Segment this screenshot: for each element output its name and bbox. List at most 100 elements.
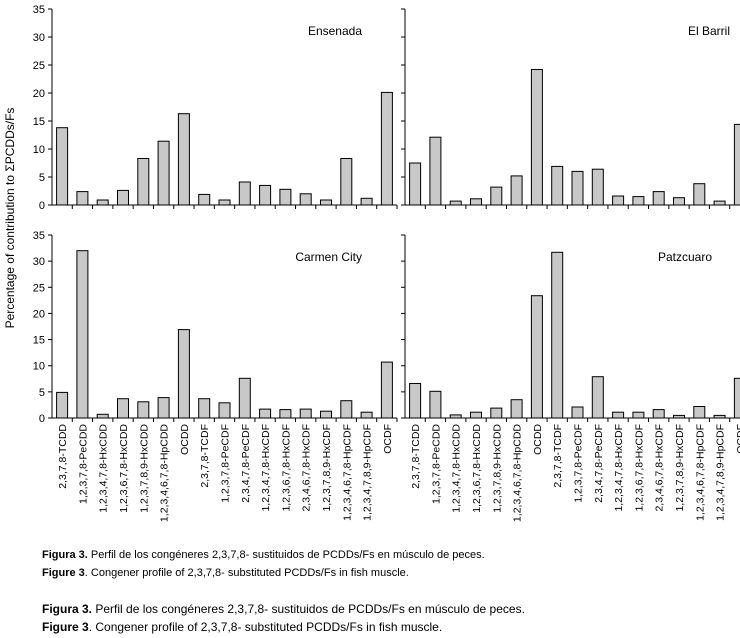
bar — [157, 140, 170, 206]
y-axis-label: Percentage of contribution to ΣPCDDs/Fs — [3, 108, 17, 329]
caption-es-1-text: Perfil de los congéneres 2,3,7,8- sustit… — [87, 549, 485, 561]
x-tick-label: 1,2,3,7,8,9-HxCDD — [138, 424, 150, 513]
x-tick-label: 1,2,3,4,7,8,9-HpCDF — [715, 424, 727, 521]
caption-es-1-label: Figura 3. — [42, 549, 88, 561]
panel-2: El Barril — [401, 8, 740, 209]
caption-en-1-label: Figure 3 — [42, 567, 85, 579]
x-tick-label: 2,3,7,8-TCDD — [57, 424, 69, 489]
bar — [177, 329, 190, 419]
bar — [299, 193, 312, 206]
y-tick-label: 35 — [33, 230, 45, 242]
bar — [612, 195, 625, 206]
panel-title: El Barril — [688, 24, 730, 38]
bar — [279, 188, 292, 206]
bar — [320, 410, 332, 419]
figure-chart: Percentage of contribution to ΣPCDDs/Fs 0… — [3, 4, 740, 522]
bar — [470, 198, 482, 206]
x-tick-label: 1,2,3,4,7,8-HxCDF — [613, 424, 625, 512]
bar — [571, 406, 584, 419]
x-tick-label: 2,3,7,8-TCDF — [552, 424, 564, 488]
bar — [259, 408, 272, 419]
caption-en-1-text: . Congener profile of 2,3,7,8- substitut… — [84, 567, 409, 579]
x-tick-label: OCDD — [179, 424, 191, 455]
bar — [733, 377, 740, 419]
bar — [157, 397, 170, 419]
bar — [177, 113, 190, 206]
x-tick-label: 1,2,3,4,7,8,9-HpCDF — [362, 424, 374, 521]
bar — [218, 402, 231, 419]
caption-en-2: Figure 3. Congener profile of 2,3,7,8- s… — [42, 620, 442, 634]
x-tick-label: 1,2,3,4,6,7,8-HpCDF — [694, 424, 706, 521]
y-tick-label: 30 — [33, 256, 45, 268]
x-tick-label: 2,3,4,7,8-PeCDF — [593, 424, 605, 503]
bar — [340, 158, 353, 206]
panel-4: 2,3,7,8-TCDD 1,2,3,7,8-PeCDD 1,2,3,4,7,8-H… — [401, 234, 740, 522]
panel-title: Patzcuaro — [658, 250, 712, 264]
bar — [137, 401, 150, 419]
caption-en-2-label: Figure 3 — [42, 620, 89, 634]
x-tick-label: OCDF — [382, 424, 394, 454]
x-tick-label: 1,2,3,7,8,9-HxCDD — [491, 424, 503, 513]
caption-es-2-label: Figura 3. — [42, 602, 93, 616]
x-tick-label: 1,2,3,7,8-PeCDF — [573, 424, 585, 503]
bar — [259, 184, 272, 206]
x-tick-label: 2,3,7,8-TCDF — [199, 424, 211, 488]
x-tick-label: 1,2,3,4,6,7,8-HpCDD — [512, 424, 524, 522]
bar — [76, 191, 89, 206]
bar — [218, 199, 231, 206]
bar — [551, 251, 564, 419]
bar — [571, 170, 584, 206]
x-tick-label: 1,2,3,4,6,7,8-HpCDD — [159, 424, 171, 522]
x-tick-label: 1,2,3,4,6,7,8-HpCDF — [341, 424, 353, 521]
y-tick-label: 0 — [39, 200, 45, 212]
x-tick-label: 2,3,4,6,7,8-HxCDF — [301, 424, 313, 512]
y-tick-label: 10 — [33, 361, 45, 373]
bar — [429, 136, 442, 206]
bar — [320, 199, 332, 206]
x-tick-label: 1,2,3,7,8,9-HxCDF — [321, 424, 333, 512]
panel-1: 0 5 10 15 20 25 30 35 Ensenada — [33, 4, 398, 212]
y-tick-label: 10 — [33, 144, 45, 156]
bar — [652, 409, 665, 419]
bar — [632, 196, 645, 206]
x-tick-label: 1,2,3,7,8-PeCDD — [77, 424, 89, 504]
y-tick-label: 20 — [33, 308, 45, 320]
caption-es-2-text: Perfil de los congéneres 2,3,7,8- sustit… — [92, 602, 525, 616]
bar — [56, 391, 69, 419]
x-tick-label: 1,2,3,4,7,8-HxCDD — [451, 424, 463, 513]
bar — [279, 409, 292, 419]
bar — [449, 414, 462, 419]
bar — [530, 69, 543, 206]
y-tick-label: 15 — [33, 335, 45, 347]
bar — [360, 411, 373, 419]
bar — [340, 400, 353, 419]
panel-3: 0 5 10 15 20 25 30 35 2,3,7,8-TCDD 1,2,3,7,8-PeCD… — [33, 230, 398, 522]
bar — [673, 197, 685, 206]
bar — [733, 123, 740, 206]
bar — [591, 168, 604, 206]
x-tick-label: 1,2,3,4,7,8-HxCDD — [98, 424, 110, 513]
x-tick-label: 1,2,3,7,8-PeCDD — [430, 424, 442, 504]
bar — [137, 158, 150, 206]
y-tick-label: 15 — [33, 116, 45, 128]
y-tick-label: 25 — [33, 60, 45, 72]
bar — [591, 376, 604, 419]
bar — [360, 197, 373, 206]
x-tick-label: 1,2,3,6,7,8-HxCDD — [471, 424, 483, 513]
x-tick-label: 1,2,3,7,8-PeCDF — [220, 424, 232, 503]
y-tick-label: 25 — [33, 282, 45, 294]
x-tick-label: 1,2,3,6,7,8-HxCDF — [633, 424, 645, 512]
caption-en-2-text: . Congener profile of 2,3,7,8- substitut… — [88, 620, 443, 634]
bar — [117, 398, 129, 419]
x-tick-label: 1,2,3,4,7,8-HxCDF — [260, 424, 272, 512]
bar — [238, 181, 251, 206]
y-tick-label: 0 — [39, 413, 45, 425]
y-tick-label: 30 — [33, 32, 45, 44]
caption-es-2: Figura 3. Perfil de los congéneres 2,3,7… — [42, 602, 525, 616]
x-tick-label: 2,3,4,6,7,8-HxCDF — [654, 424, 666, 512]
caption-en-1: Figure 3. Congener profile of 2,3,7,8- s… — [42, 567, 409, 579]
bar — [693, 183, 706, 206]
bar — [673, 414, 685, 419]
bar — [510, 175, 523, 206]
panel-title: Ensenada — [308, 24, 362, 38]
